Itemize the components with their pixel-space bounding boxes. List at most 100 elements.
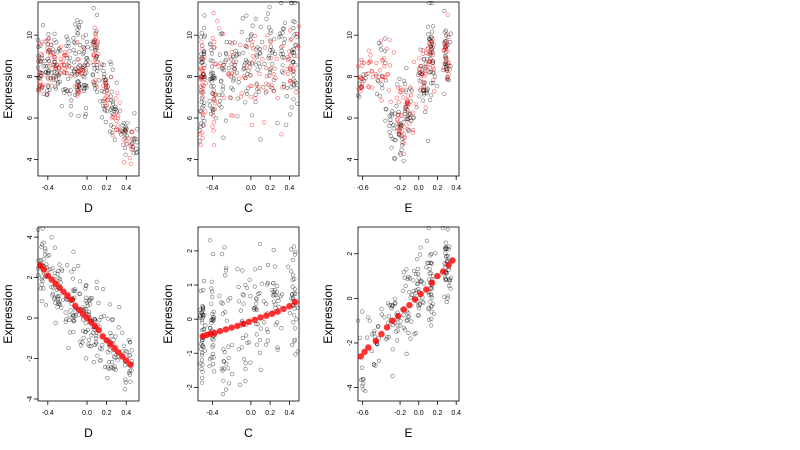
data-point	[129, 130, 134, 135]
data-point	[360, 81, 365, 86]
data-point	[357, 94, 362, 99]
data-point	[230, 372, 235, 377]
data-point	[202, 49, 207, 54]
data-point	[102, 72, 107, 77]
data-point	[366, 48, 371, 53]
fitted-point	[64, 292, 71, 299]
data-point	[249, 83, 254, 88]
data-point	[68, 88, 73, 93]
data-point	[40, 226, 45, 231]
data-point	[421, 98, 426, 103]
data-point	[226, 298, 231, 303]
data-point	[405, 94, 411, 99]
data-point	[431, 71, 436, 76]
x-axis-label: E	[404, 201, 412, 215]
data-point	[107, 129, 113, 134]
data-point	[369, 69, 375, 74]
data-point	[110, 114, 116, 120]
data-point	[246, 85, 251, 91]
data-point	[295, 45, 300, 50]
data-point	[132, 111, 137, 116]
data-point	[128, 379, 133, 384]
data-point	[386, 72, 391, 77]
fitted-point	[434, 272, 441, 280]
fitted-point	[449, 257, 456, 264]
y-tick-label: -2	[187, 384, 194, 390]
data-point	[292, 326, 298, 331]
data-point	[213, 116, 218, 121]
data-point	[46, 58, 52, 64]
data-point	[286, 264, 291, 269]
data-point	[47, 64, 52, 69]
data-point	[433, 251, 438, 256]
data-point	[109, 89, 114, 94]
data-point	[210, 336, 215, 341]
data-point	[81, 66, 86, 71]
data-point	[66, 345, 71, 350]
data-point	[55, 295, 60, 300]
data-point	[377, 93, 382, 99]
data-point	[225, 366, 230, 371]
data-point	[223, 309, 228, 315]
data-point	[391, 126, 396, 131]
data-point	[242, 357, 247, 362]
data-point	[83, 32, 88, 37]
data-point	[233, 48, 238, 54]
plot-frame	[357, 1, 460, 177]
data-point	[399, 123, 404, 128]
data-point	[202, 100, 207, 105]
data-point	[250, 39, 255, 45]
data-point	[46, 47, 51, 53]
data-point	[431, 52, 436, 58]
data-point	[45, 76, 51, 81]
data-point	[46, 68, 52, 73]
data-point	[245, 59, 250, 64]
y-tick-label: 0	[347, 296, 354, 300]
y-tick-label: 10	[187, 31, 194, 39]
data-point	[418, 252, 423, 257]
data-point	[405, 317, 410, 322]
data-point	[208, 325, 213, 331]
data-point	[425, 24, 431, 29]
data-point	[37, 82, 42, 87]
data-point	[200, 105, 205, 110]
x-tick-label: 0.2	[265, 185, 275, 192]
data-point	[367, 318, 372, 323]
data-point	[223, 118, 228, 123]
data-point	[36, 44, 41, 50]
data-point	[89, 333, 94, 338]
fitted-point	[378, 330, 385, 338]
data-point	[38, 79, 43, 84]
data-point	[293, 291, 298, 297]
data-point	[286, 71, 291, 76]
data-point	[224, 51, 229, 57]
x-tick-label: 0.4	[451, 185, 461, 192]
data-point	[403, 283, 408, 289]
data-point	[216, 64, 221, 69]
data-point	[199, 380, 204, 385]
data-point	[45, 38, 50, 44]
data-point	[383, 78, 389, 83]
data-point	[262, 61, 267, 67]
data-point	[228, 57, 233, 62]
y-tick-label: -1	[187, 350, 194, 356]
data-point	[274, 56, 279, 62]
data-point	[401, 270, 406, 275]
data-point	[446, 63, 452, 68]
data-point	[401, 158, 406, 163]
data-point	[247, 340, 252, 345]
data-point	[423, 72, 428, 77]
data-point	[219, 105, 224, 110]
data-point	[211, 362, 216, 367]
data-point	[129, 348, 134, 353]
data-point	[270, 50, 275, 55]
fitted-point	[292, 298, 299, 306]
data-point	[52, 271, 57, 276]
data-point	[231, 65, 236, 71]
data-point	[444, 39, 449, 44]
data-point	[121, 137, 126, 142]
data-point	[390, 374, 395, 379]
data-point	[98, 99, 103, 104]
fitted-point	[263, 312, 270, 319]
data-point	[248, 294, 253, 299]
